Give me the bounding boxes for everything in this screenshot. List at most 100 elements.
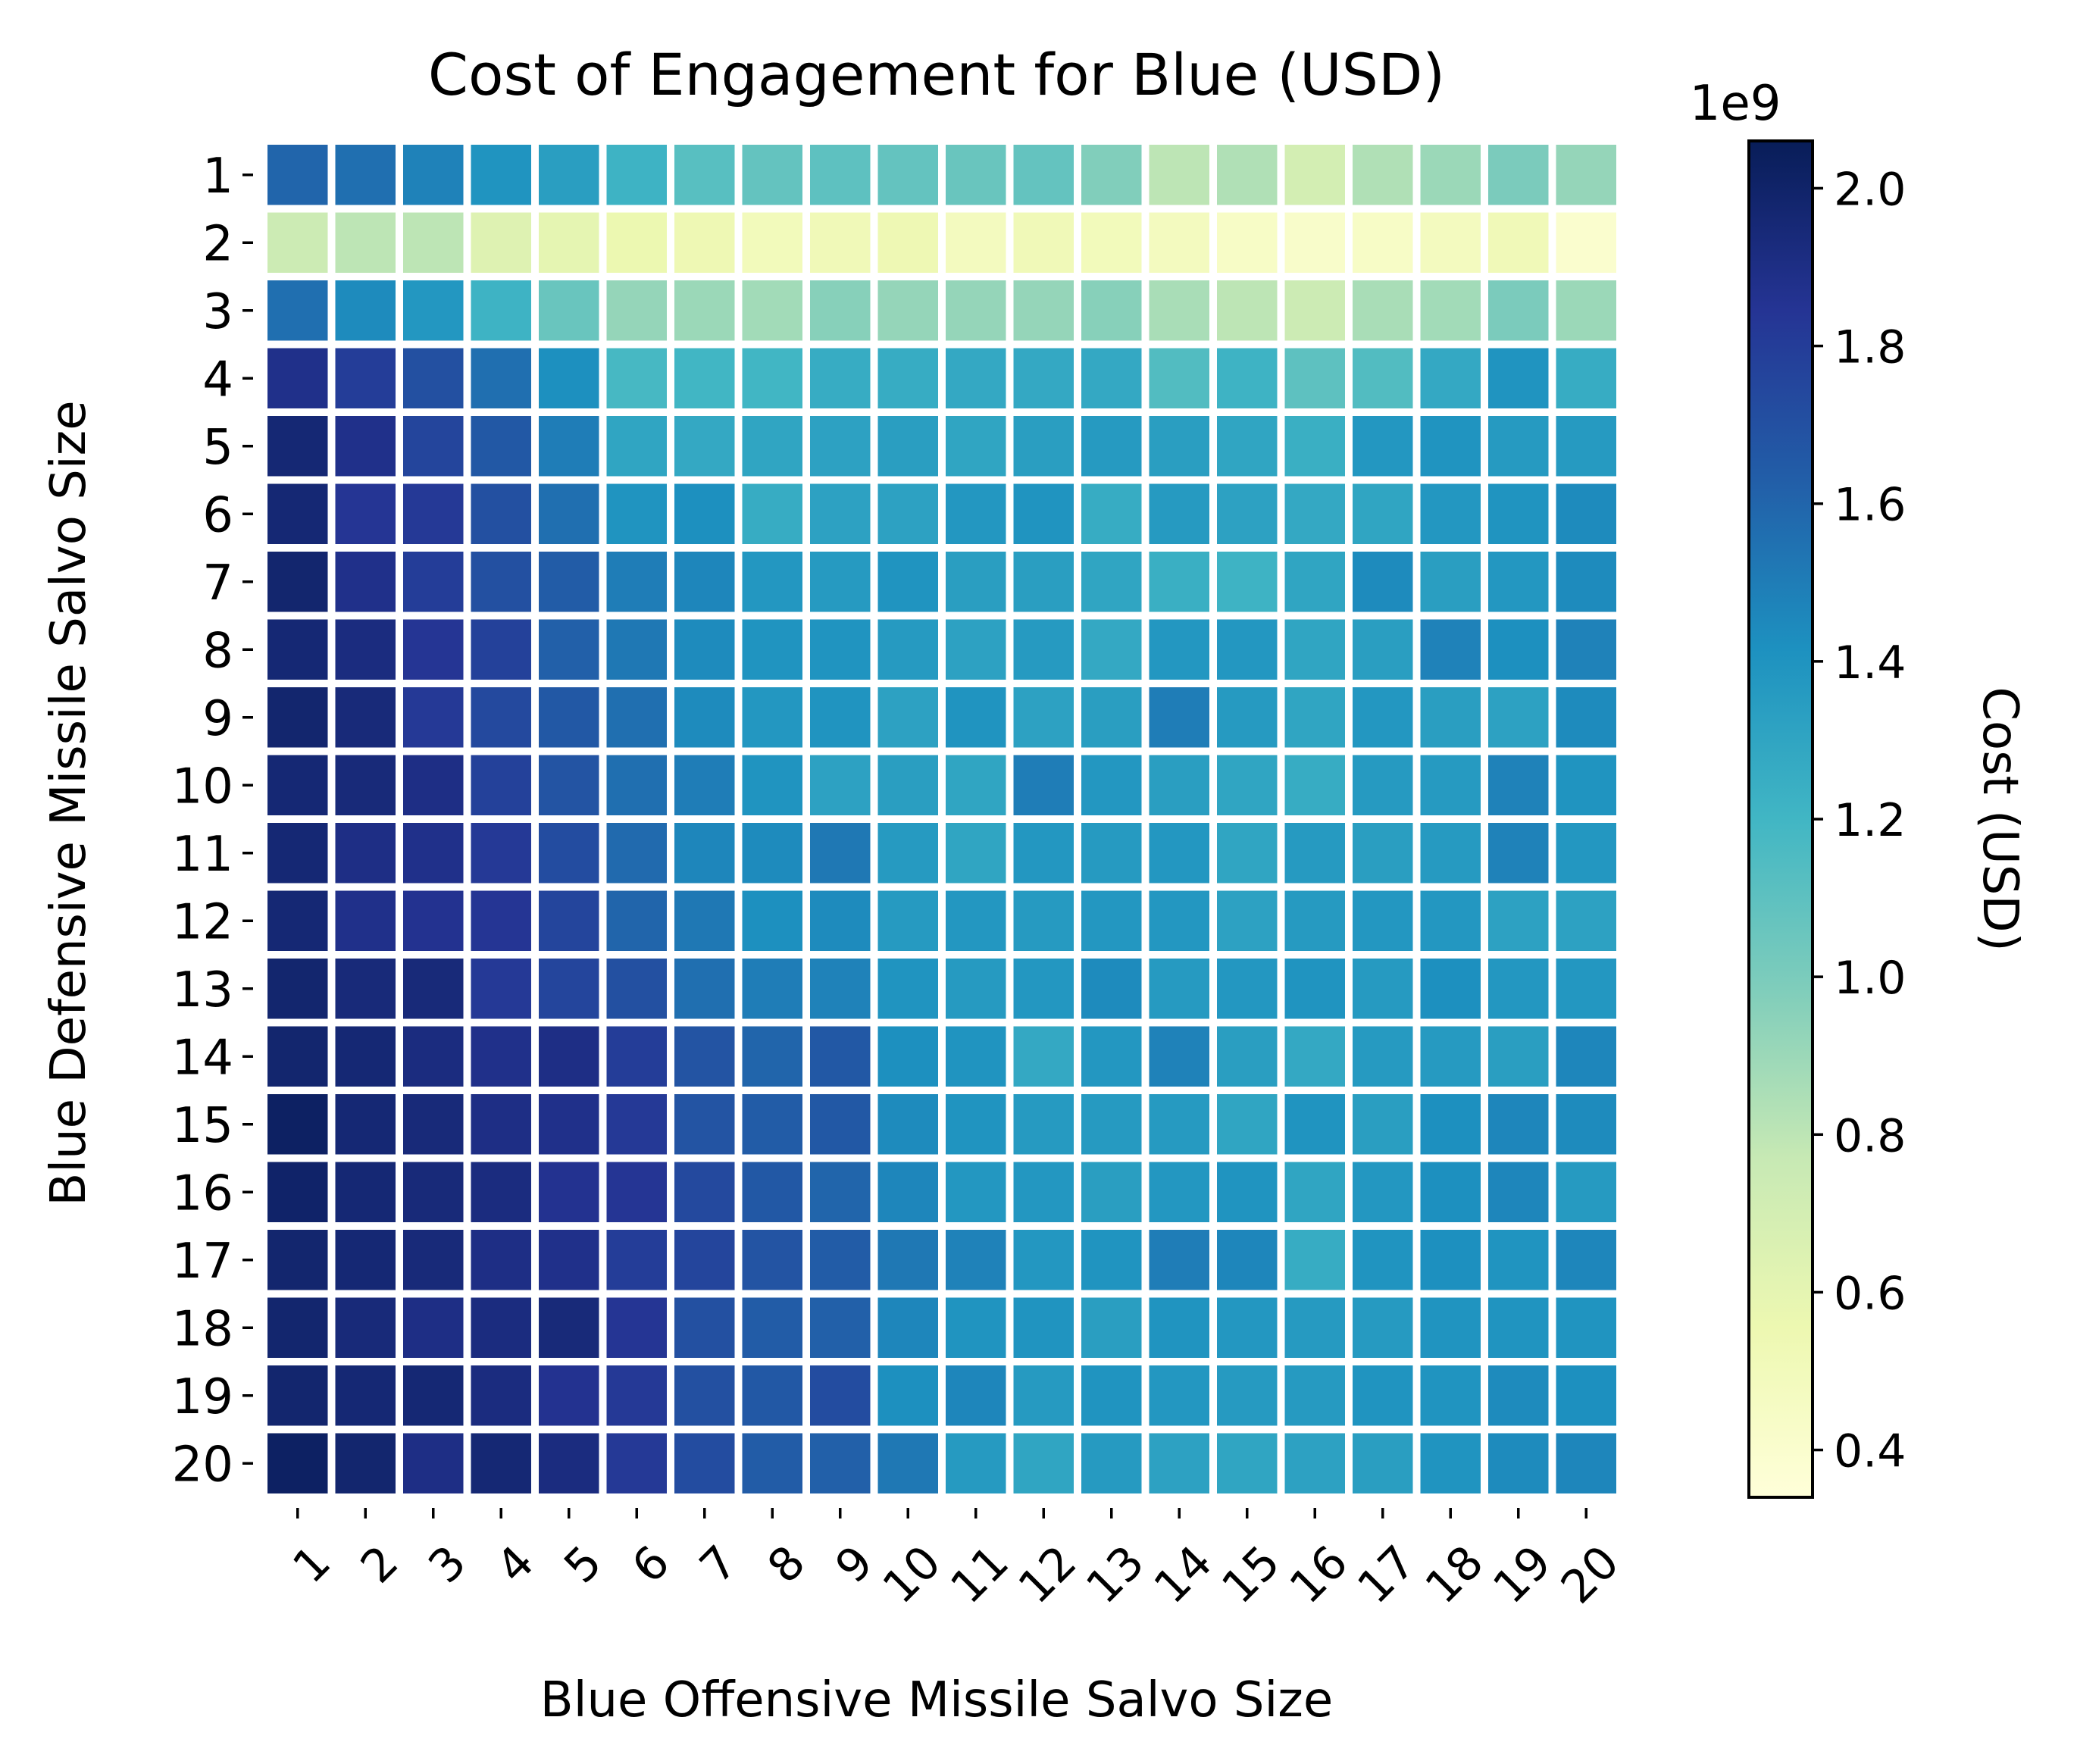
heatmap-cell (267, 1230, 328, 1290)
heatmap-cell (946, 1026, 1006, 1087)
heatmap-cell (1217, 1297, 1278, 1358)
heatmap-cell (742, 1230, 802, 1290)
heatmap-cell (403, 1230, 464, 1290)
heatmap-cell (877, 687, 938, 748)
y-tick-label: 11 (172, 827, 233, 883)
heatmap-cell (1420, 416, 1481, 477)
heatmap-cell (1013, 1230, 1074, 1290)
heatmap-cell (267, 416, 328, 477)
heatmap-cell (1284, 1026, 1345, 1087)
colorbar-tick-label: 1.4 (1834, 636, 1906, 690)
heatmap-cell (403, 890, 464, 951)
heatmap-cell (946, 1094, 1006, 1155)
heatmap-cell (1556, 687, 1616, 748)
heatmap-cell (946, 212, 1006, 273)
heatmap-cell (1149, 280, 1209, 341)
heatmap-cell (1081, 890, 1142, 951)
heatmap-cell (539, 755, 599, 815)
heatmap-cell (1013, 145, 1074, 205)
heatmap-cell (877, 1433, 938, 1493)
heatmap-cell (471, 890, 531, 951)
y-tick-label: 8 (202, 623, 233, 679)
heatmap-cell (471, 959, 531, 1019)
heatmap-cell (471, 212, 531, 273)
heatmap-cell (1013, 348, 1074, 408)
heatmap-cell (471, 1365, 531, 1426)
heatmap-cell (1353, 1365, 1413, 1426)
heatmap-cell (1488, 483, 1549, 544)
heatmap-cell (539, 416, 599, 477)
heatmap-cell (674, 1162, 735, 1222)
heatmap-cell (1353, 687, 1413, 748)
heatmap-cell (1081, 1094, 1142, 1155)
heatmap-cell (1013, 619, 1074, 680)
y-tick-label: 20 (172, 1437, 233, 1493)
heatmap-cell (335, 212, 396, 273)
heatmap-cell (1284, 823, 1345, 884)
heatmap-cell (674, 1026, 735, 1087)
heatmap-cell (606, 1162, 667, 1222)
heatmap-cell (1284, 145, 1345, 205)
y-tick-label: 14 (172, 1030, 233, 1086)
heatmap-cell (1353, 416, 1413, 477)
y-tick-label: 19 (172, 1369, 233, 1425)
x-tick-label: 6 (622, 1536, 680, 1594)
heatmap-cell (674, 212, 735, 273)
heatmap-cell (1556, 1230, 1616, 1290)
heatmap-cell (1149, 1365, 1209, 1426)
y-tick-label: 3 (202, 284, 233, 340)
heatmap-cell (742, 348, 802, 408)
heatmap-cell (1420, 687, 1481, 748)
heatmap-cell (810, 145, 871, 205)
heatmap-cells (267, 145, 1616, 1493)
heatmap-cell (471, 1094, 531, 1155)
heatmap-cell (1353, 1026, 1413, 1087)
heatmap-cell (1284, 212, 1345, 273)
heatmap-cell (946, 1297, 1006, 1358)
heatmap-cell (606, 823, 667, 884)
heatmap-cell (1081, 1230, 1142, 1290)
heatmap-cell (1284, 280, 1345, 341)
heatmap-cell (267, 1026, 328, 1087)
heatmap-cell (539, 687, 599, 748)
heatmap-cell (946, 619, 1006, 680)
heatmap-cell (1081, 1433, 1142, 1493)
heatmap-cell (267, 1297, 328, 1358)
heatmap-cell (1149, 619, 1209, 680)
heatmap-cell (946, 1365, 1006, 1426)
heatmap-cell (810, 212, 871, 273)
heatmap-cell (1556, 1026, 1616, 1087)
heatmap-cell (1488, 619, 1549, 680)
heatmap-cell (1556, 483, 1616, 544)
heatmap-cell (742, 483, 802, 544)
x-tick-label: 18 (1415, 1536, 1494, 1614)
heatmap-cell (471, 1162, 531, 1222)
heatmap-cell (1353, 280, 1413, 341)
heatmap-cell (674, 1365, 735, 1426)
heatmap-cell (1149, 1230, 1209, 1290)
heatmap-cell (810, 1094, 871, 1155)
heatmap-cell (335, 959, 396, 1019)
heatmap-cell (606, 212, 667, 273)
heatmap-cell (1353, 1433, 1413, 1493)
heatmap-cell (267, 280, 328, 341)
heatmap-cell (335, 687, 396, 748)
heatmap-cell (403, 552, 464, 612)
heatmap-cell (1353, 890, 1413, 951)
heatmap-cell (1081, 959, 1142, 1019)
heatmap-cell (1081, 1026, 1142, 1087)
x-tick-label: 16 (1280, 1536, 1358, 1614)
heatmap-cell (606, 1365, 667, 1426)
heatmap-cell (335, 145, 396, 205)
heatmap-cell (1488, 890, 1549, 951)
heatmap-cell (1217, 687, 1278, 748)
heatmap-cell (877, 280, 938, 341)
heatmap-cell (674, 280, 735, 341)
heatmap-cell (471, 823, 531, 884)
heatmap-cell (1217, 890, 1278, 951)
heatmap-cell (1081, 1162, 1142, 1222)
heatmap-cell (403, 348, 464, 408)
heatmap-cell (1217, 348, 1278, 408)
x-tick-label: 3 (418, 1536, 477, 1594)
